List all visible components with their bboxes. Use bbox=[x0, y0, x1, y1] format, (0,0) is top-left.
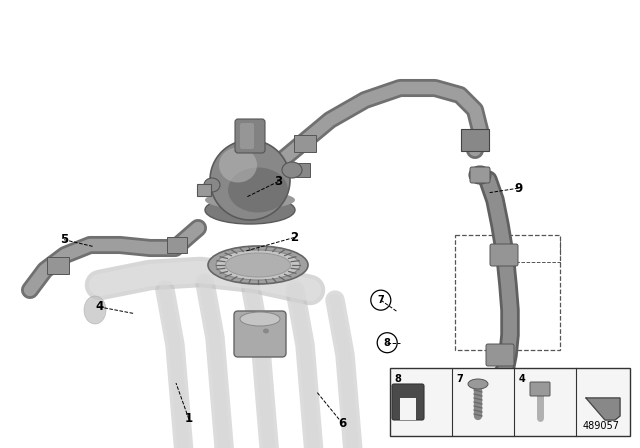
Text: 4: 4 bbox=[95, 300, 103, 314]
FancyBboxPatch shape bbox=[234, 311, 286, 357]
Text: 2: 2 bbox=[291, 231, 298, 244]
FancyBboxPatch shape bbox=[167, 237, 187, 253]
Ellipse shape bbox=[204, 178, 220, 192]
Ellipse shape bbox=[219, 147, 257, 182]
Ellipse shape bbox=[466, 387, 494, 409]
Ellipse shape bbox=[205, 191, 295, 209]
Ellipse shape bbox=[263, 328, 269, 333]
Text: 5: 5 bbox=[60, 233, 68, 246]
Ellipse shape bbox=[205, 196, 295, 224]
Text: 6: 6 bbox=[339, 417, 346, 430]
FancyBboxPatch shape bbox=[235, 119, 265, 153]
Ellipse shape bbox=[469, 166, 491, 184]
Text: 1: 1 bbox=[185, 412, 193, 426]
Text: 8: 8 bbox=[384, 338, 390, 348]
FancyBboxPatch shape bbox=[390, 368, 630, 436]
Ellipse shape bbox=[228, 168, 288, 212]
Text: 3: 3 bbox=[275, 175, 282, 188]
FancyBboxPatch shape bbox=[470, 167, 490, 183]
Ellipse shape bbox=[282, 162, 302, 178]
Ellipse shape bbox=[84, 296, 106, 324]
FancyBboxPatch shape bbox=[400, 398, 416, 420]
FancyBboxPatch shape bbox=[461, 129, 489, 151]
Ellipse shape bbox=[208, 246, 308, 284]
Ellipse shape bbox=[210, 140, 290, 220]
Text: 8: 8 bbox=[395, 374, 401, 384]
Text: 7: 7 bbox=[378, 295, 384, 305]
Text: 489057: 489057 bbox=[583, 421, 620, 431]
Text: 9: 9 bbox=[515, 181, 522, 195]
Ellipse shape bbox=[216, 250, 300, 280]
FancyBboxPatch shape bbox=[392, 384, 424, 420]
Text: 4: 4 bbox=[518, 374, 525, 384]
Ellipse shape bbox=[240, 312, 280, 326]
FancyBboxPatch shape bbox=[530, 382, 550, 396]
Polygon shape bbox=[586, 398, 620, 420]
FancyBboxPatch shape bbox=[240, 123, 254, 149]
Ellipse shape bbox=[225, 253, 291, 277]
Ellipse shape bbox=[468, 379, 488, 389]
FancyBboxPatch shape bbox=[294, 135, 316, 152]
Text: 7: 7 bbox=[456, 374, 463, 384]
FancyBboxPatch shape bbox=[292, 163, 310, 177]
FancyBboxPatch shape bbox=[197, 184, 211, 196]
FancyBboxPatch shape bbox=[490, 244, 518, 266]
FancyBboxPatch shape bbox=[47, 257, 69, 274]
FancyBboxPatch shape bbox=[486, 344, 514, 366]
